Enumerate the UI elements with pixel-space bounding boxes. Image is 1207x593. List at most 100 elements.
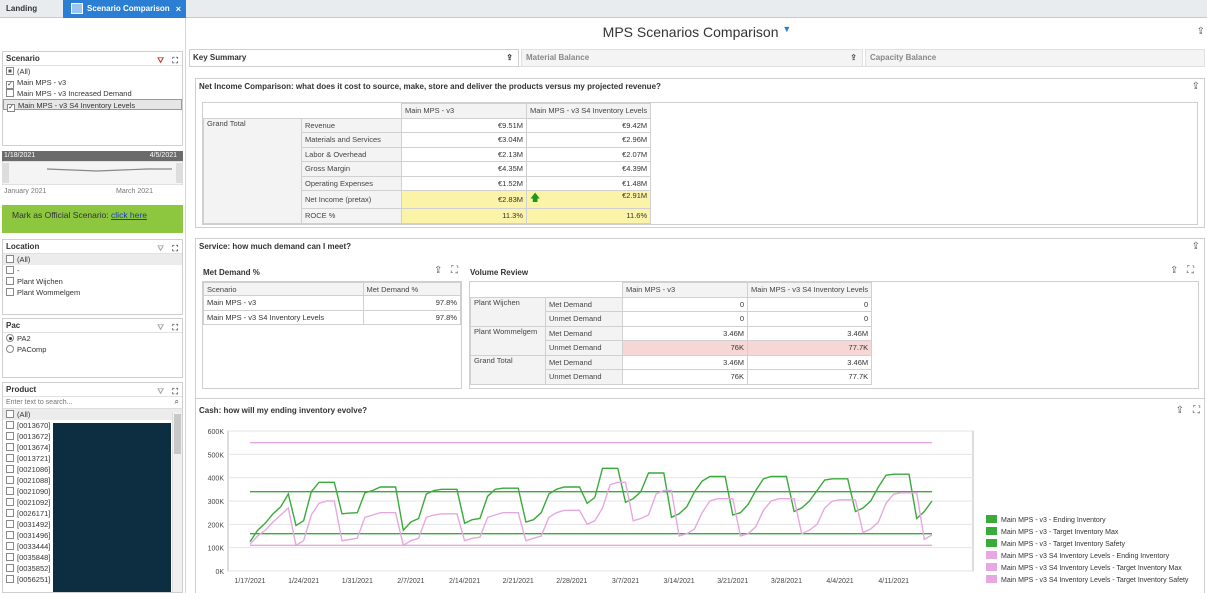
checkbox[interactable] xyxy=(6,509,14,517)
checkbox[interactable] xyxy=(6,553,14,561)
subtab-material-balance[interactable]: Material Balance ⇪ xyxy=(521,49,863,67)
x-tick-label: 2/7/2021 xyxy=(397,578,424,585)
checkbox[interactable] xyxy=(6,288,14,296)
checkbox[interactable] xyxy=(6,410,14,418)
export-icon[interactable]: ⇪ xyxy=(1191,81,1200,92)
tab-scenario-comparison[interactable]: Scenario Comparison × xyxy=(63,0,186,18)
clear-filter-icon[interactable]: ⛛ xyxy=(157,244,164,253)
export-icon[interactable]: ⇪ xyxy=(1170,265,1179,276)
scenario-item[interactable]: ✓ Main MPS - v3 S4 Inventory Levels xyxy=(3,99,182,112)
checkbox[interactable] xyxy=(6,443,14,451)
product-scrollbar[interactable] xyxy=(172,412,182,592)
cell-value-text: €2.96M xyxy=(622,135,648,145)
checkbox[interactable] xyxy=(6,498,14,506)
export-icon[interactable]: ⇪ xyxy=(1175,405,1184,416)
expand-icon[interactable]: ⛶ xyxy=(1187,265,1194,276)
export-icon[interactable]: ⇪ xyxy=(434,265,443,276)
location-item-label: Plant Wijchen xyxy=(17,277,63,286)
cell-value: €4.39M xyxy=(525,161,652,177)
clear-filter-icon[interactable]: ⛛ xyxy=(157,387,164,396)
checkbox[interactable] xyxy=(6,465,14,473)
checkbox[interactable] xyxy=(6,454,14,462)
expand-icon[interactable]: ⛶ xyxy=(172,387,178,396)
clear-filter-icon[interactable]: ⛛ xyxy=(157,323,164,332)
checkbox[interactable] xyxy=(6,421,14,429)
export-icon[interactable]: ⇪ xyxy=(1191,241,1200,252)
search-icon[interactable]: ⌕ xyxy=(174,397,179,406)
table-corner xyxy=(471,283,623,298)
location-item[interactable]: - xyxy=(3,265,182,276)
product-item[interactable]: [0056251] xyxy=(3,574,182,585)
radio[interactable] xyxy=(6,345,14,353)
checkbox[interactable] xyxy=(6,476,14,484)
pac-item[interactable]: PAComp xyxy=(3,344,182,355)
checkbox[interactable]: ✓ xyxy=(6,81,14,89)
checkbox[interactable] xyxy=(6,564,14,572)
row-label: Met Demand xyxy=(545,296,623,312)
product-item[interactable]: [0013721] xyxy=(3,453,182,464)
export-icon[interactable]: ⇪ xyxy=(1196,26,1205,37)
product-item[interactable]: [0021090] xyxy=(3,486,182,497)
product-filter-title: Product xyxy=(6,385,37,394)
product-item[interactable]: [0013672] xyxy=(3,431,182,442)
checkbox[interactable] xyxy=(6,542,14,550)
timeline-sparkline[interactable] xyxy=(2,161,183,185)
checkbox[interactable] xyxy=(6,67,14,75)
expand-icon[interactable]: ⛶ xyxy=(1193,405,1200,416)
product-item[interactable]: [0021092] xyxy=(3,497,182,508)
product-item[interactable]: [0031496] xyxy=(3,530,182,541)
product-item[interactable]: [0013670] xyxy=(3,420,182,431)
location-item[interactable]: Plant Wommelgem xyxy=(3,287,182,298)
export-icon[interactable]: ⇪ xyxy=(850,53,857,62)
location-item[interactable]: (All) xyxy=(3,254,182,265)
x-tick-label: 3/7/2021 xyxy=(612,578,639,585)
location-item[interactable]: Plant Wijchen xyxy=(3,276,182,287)
expand-icon[interactable]: ⛶ xyxy=(172,323,178,332)
checkbox[interactable] xyxy=(6,520,14,528)
radio[interactable] xyxy=(6,334,14,342)
subtab-key-summary[interactable]: Key Summary ⇪ xyxy=(189,49,519,67)
product-item-label: [0013721] xyxy=(17,454,51,463)
product-item[interactable]: [0021086] xyxy=(3,464,182,475)
checkbox[interactable] xyxy=(6,575,14,583)
product-item[interactable]: [0026171] xyxy=(3,508,182,519)
y-tick-label: 600K xyxy=(208,429,225,436)
tab-landing-page[interactable]: Landing page xyxy=(6,4,38,31)
scenario-item[interactable]: ✓ Main MPS - v3 xyxy=(3,77,182,89)
product-item[interactable]: [0013674] xyxy=(3,442,182,453)
checkbox[interactable] xyxy=(6,89,14,97)
product-item[interactable]: [0033444] xyxy=(3,541,182,552)
row-label: Revenue xyxy=(301,117,402,133)
product-item[interactable]: [0035852] xyxy=(3,563,182,574)
checkbox[interactable] xyxy=(6,255,14,263)
checkbox[interactable] xyxy=(6,432,14,440)
expand-icon[interactable]: ⛶ xyxy=(172,244,178,253)
checkbox[interactable] xyxy=(6,531,14,539)
export-icon[interactable]: ⇪ xyxy=(506,53,513,62)
subtab-capacity-balance[interactable]: Capacity Balance xyxy=(865,49,1205,67)
scenario-item[interactable]: Main MPS - v3 Increased Demand xyxy=(3,88,182,99)
official-scenario-link[interactable]: click here xyxy=(111,210,147,220)
clear-filter-icon[interactable]: ⛛ xyxy=(157,56,164,65)
pac-item[interactable]: PA2 xyxy=(3,333,182,344)
timeline-range-bar[interactable]: 1/18/2021 4/5/2021 xyxy=(2,151,183,161)
product-search-input[interactable] xyxy=(3,397,171,408)
product-item[interactable]: [0031492] xyxy=(3,519,182,530)
checkbox[interactable]: ✓ xyxy=(7,104,15,112)
column-header: Main MPS - v3 S4 Inventory Levels xyxy=(746,282,873,298)
close-icon[interactable]: × xyxy=(175,4,181,14)
checkbox[interactable] xyxy=(6,277,14,285)
expand-icon[interactable]: ⛶ xyxy=(451,265,458,276)
table-row: Main MPS - v3 S4 Inventory Levels 97.8% xyxy=(203,309,462,325)
filter-icon[interactable]: ▼ xyxy=(782,24,792,34)
product-item[interactable]: (All) xyxy=(3,409,182,420)
volume-review-frame: Main MPS - v3 Main MPS - v3 S4 Inventory … xyxy=(469,281,1199,389)
checkbox[interactable] xyxy=(6,266,14,274)
product-item[interactable]: [0021088] xyxy=(3,475,182,486)
product-item[interactable]: [0035848] xyxy=(3,552,182,563)
product-item-label: [0013672] xyxy=(17,432,51,441)
cell-value: €9.51M xyxy=(401,117,527,133)
expand-icon[interactable]: ⛶ xyxy=(172,56,178,65)
checkbox[interactable] xyxy=(6,487,14,495)
scenario-item[interactable]: (All) xyxy=(3,66,182,77)
